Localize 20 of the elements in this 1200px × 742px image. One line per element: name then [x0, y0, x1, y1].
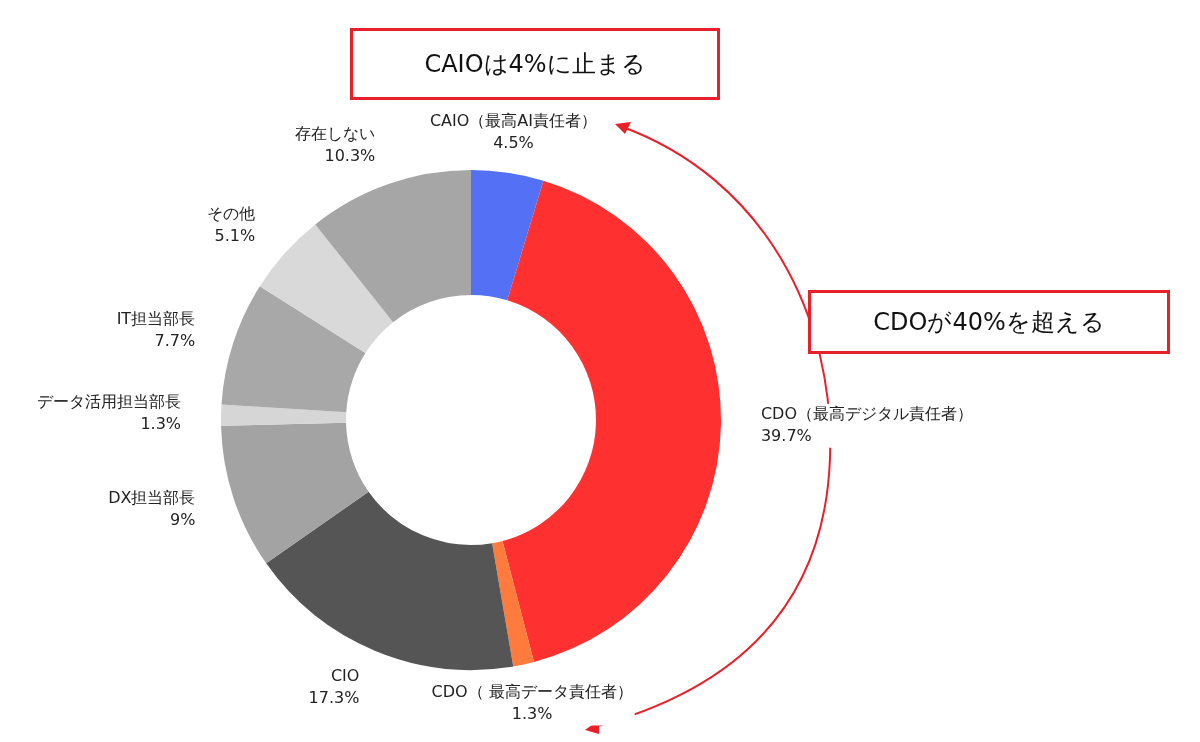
- slice-label: CDO（最高デジタル責任者）: [760, 403, 974, 423]
- data-label: 7.7%: [154, 330, 196, 350]
- data-label: 10.3%: [324, 146, 376, 166]
- text: CDOが40%を超える: [808, 290, 1170, 354]
- data-label: 5.1%: [214, 226, 256, 246]
- slice-label: データ活用担当部長: [37, 392, 182, 412]
- data-label: 1.3%: [140, 414, 182, 434]
- data-label: 39.7%: [760, 425, 812, 445]
- slice-label: DX担当部長: [108, 488, 196, 508]
- slice-label: CIO: [330, 665, 360, 685]
- slice-label: CAIO（最高AI責任者）: [429, 111, 598, 131]
- data-label: 1.3%: [511, 703, 553, 723]
- slice-label: 存在しない: [295, 124, 376, 144]
- data-label: 17.3%: [308, 687, 360, 707]
- slice-label: IT担当部長: [116, 308, 196, 328]
- text: CAIOは4%に止まる: [350, 28, 720, 100]
- data-label: 9%: [170, 510, 196, 530]
- slice-label: その他: [207, 204, 256, 224]
- slice-label: CDO（ 最高データ責任者）: [431, 681, 633, 701]
- data-label: 4.5%: [493, 133, 534, 153]
